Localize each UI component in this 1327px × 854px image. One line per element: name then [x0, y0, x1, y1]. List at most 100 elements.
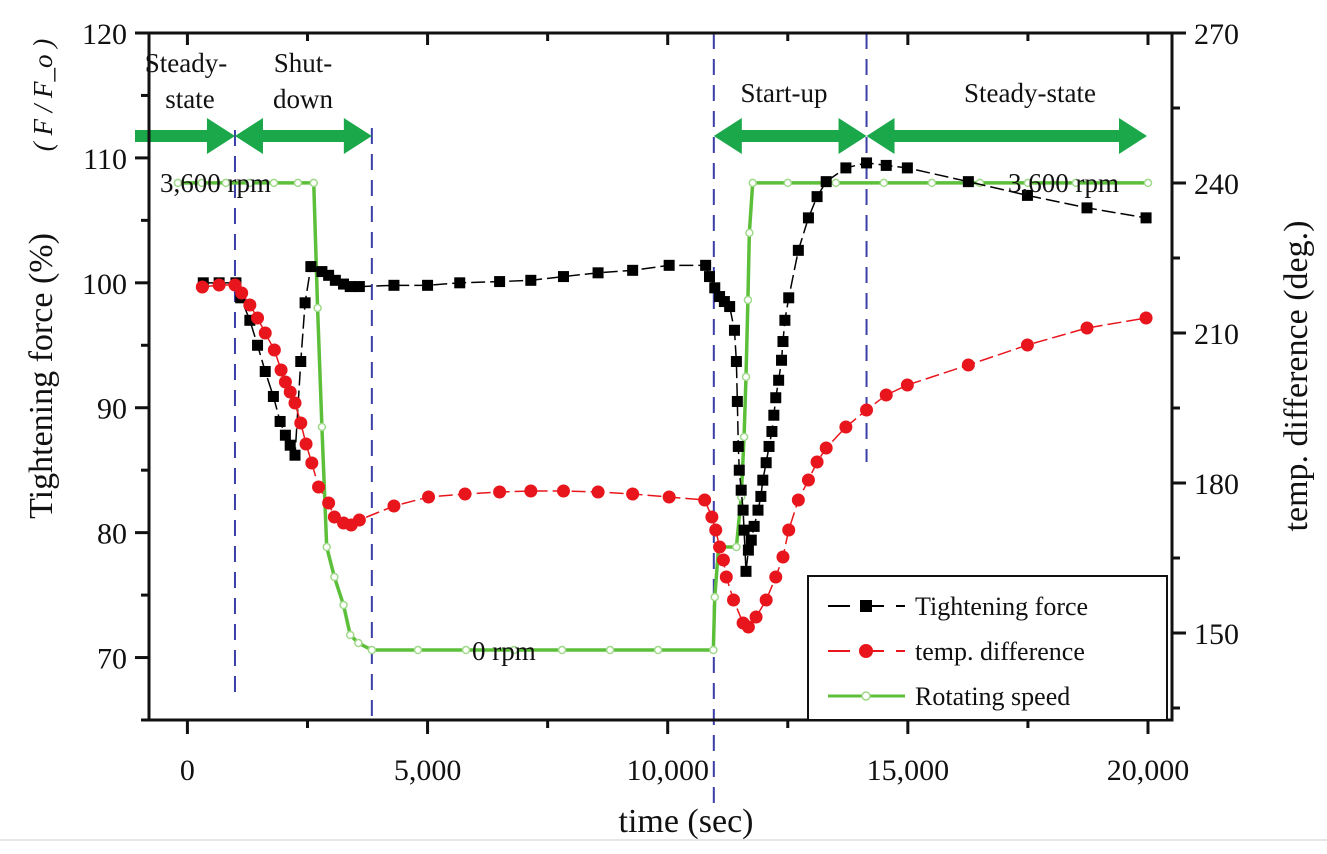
y-axis-label: Tightening force (%)	[23, 233, 60, 519]
x-axis-label: time (sec)	[619, 803, 754, 840]
data-point-circle	[727, 593, 741, 607]
data-point-square	[316, 266, 328, 278]
data-point-circle	[769, 570, 783, 584]
data-point-square	[840, 162, 852, 174]
annotation-startup: Start-up	[741, 78, 828, 108]
data-point-square	[724, 301, 736, 313]
annotation-shutdown-line2: down	[273, 84, 333, 114]
data-point-square	[861, 157, 873, 169]
data-point-square	[709, 282, 721, 294]
data-point-circle	[274, 363, 288, 377]
data-point-square	[763, 440, 775, 452]
data-point-open-circle	[927, 178, 937, 188]
tightening-forceline	[203, 162, 1147, 572]
data-point-open-circle	[743, 295, 753, 305]
data-point-open-circle	[739, 432, 749, 442]
data-point-square	[244, 314, 256, 326]
data-point-square	[737, 504, 749, 516]
legend-item-temp: temp. difference	[828, 637, 1085, 666]
data-point-square	[338, 278, 350, 290]
data-point-square	[766, 425, 778, 437]
data-point-square	[353, 281, 365, 293]
data-point-square	[757, 474, 769, 486]
x-tick-label: 20,000	[1107, 754, 1190, 787]
data-point-square	[742, 544, 754, 556]
data-point-square	[259, 366, 271, 378]
data-point-square	[422, 279, 434, 291]
data-point-square	[284, 439, 296, 451]
data-point-circle	[267, 343, 281, 357]
data-point-circle	[212, 278, 226, 292]
data-point-circle	[251, 311, 265, 325]
data-point-circle	[243, 298, 257, 312]
annotation-3600-rpm-left: 3,600 rpm	[160, 168, 271, 198]
data-point-square	[740, 565, 752, 577]
data-point-square	[820, 176, 832, 188]
data-point-circle	[719, 570, 733, 584]
data-point-circle	[749, 610, 763, 624]
data-point-square	[733, 464, 745, 476]
data-point-square	[592, 267, 604, 279]
data-point-circle	[305, 456, 319, 470]
y-tick-label: 120	[82, 18, 127, 51]
data-point-open-circle	[173, 178, 183, 188]
data-point-circle	[299, 437, 313, 451]
data-point-circle	[422, 490, 436, 504]
series-temp-difference	[195, 278, 1153, 634]
data-point-open-circle	[741, 372, 751, 382]
y2-axis-label: temp. difference (deg.)	[1278, 221, 1315, 532]
data-point-circle	[387, 499, 401, 513]
data-point-open-circle	[269, 178, 279, 188]
phase-arrow	[866, 118, 1147, 154]
y-tick-label: 110	[83, 143, 127, 176]
x-tick-label: 5,000	[394, 754, 462, 787]
data-point-circle	[294, 416, 308, 430]
annotation-steady-1-line2: state	[165, 84, 214, 114]
legend-item-speed: Rotating speed	[828, 682, 1070, 711]
data-point-circle	[493, 485, 507, 499]
data-point-square	[1081, 202, 1093, 214]
data-point-square	[323, 269, 335, 281]
data-point-circle	[524, 484, 538, 498]
data-point-open-circle	[221, 178, 231, 188]
data-point-square	[752, 504, 764, 516]
annotation-3600-rpm-right: 3,600 rpm	[1008, 168, 1119, 198]
annotation-shutdown-line1: Shut-	[274, 48, 333, 78]
phase-arrows	[135, 118, 1147, 154]
data-point-square	[344, 281, 356, 293]
data-point-circle	[839, 420, 853, 434]
data-point-circle	[900, 378, 914, 392]
data-point-circle	[1020, 338, 1034, 352]
data-point-open-circle	[413, 645, 423, 655]
data-point-open-circle	[367, 645, 377, 655]
data-point-circle	[626, 487, 640, 501]
data-point-open-circle	[745, 228, 754, 238]
data-point-open-circle	[748, 178, 757, 188]
y2-tick-label: 150	[1194, 618, 1239, 651]
data-point-circle	[352, 513, 366, 527]
data-point-open-circle	[345, 630, 355, 640]
data-point-circle	[961, 358, 975, 372]
data-point-square	[776, 354, 788, 366]
data-point-open-circle	[330, 572, 339, 582]
data-point-square	[1021, 189, 1033, 201]
data-point-circle	[1139, 311, 1153, 325]
data-point-open-circle	[709, 645, 718, 655]
data-point-square	[760, 457, 772, 469]
data-point-circle	[776, 550, 790, 564]
data-point-square	[494, 276, 506, 288]
annotation-steady-1-line1: Steady-	[145, 48, 227, 78]
data-point-circle	[801, 473, 815, 487]
y2-tick-label: 180	[1194, 468, 1239, 501]
annotation-steady-2: Steady-state	[964, 78, 1096, 108]
data-point-open-circle	[831, 178, 841, 188]
data-point-circle	[759, 593, 773, 607]
y2-tick-label: 210	[1194, 318, 1239, 351]
data-point-circle	[312, 480, 326, 494]
data-point-square	[700, 259, 712, 271]
legend-label-temp: temp. difference	[915, 637, 1085, 666]
data-point-square	[779, 314, 791, 326]
data-point-open-circle	[1023, 178, 1033, 188]
data-point-open-circle	[322, 542, 331, 552]
